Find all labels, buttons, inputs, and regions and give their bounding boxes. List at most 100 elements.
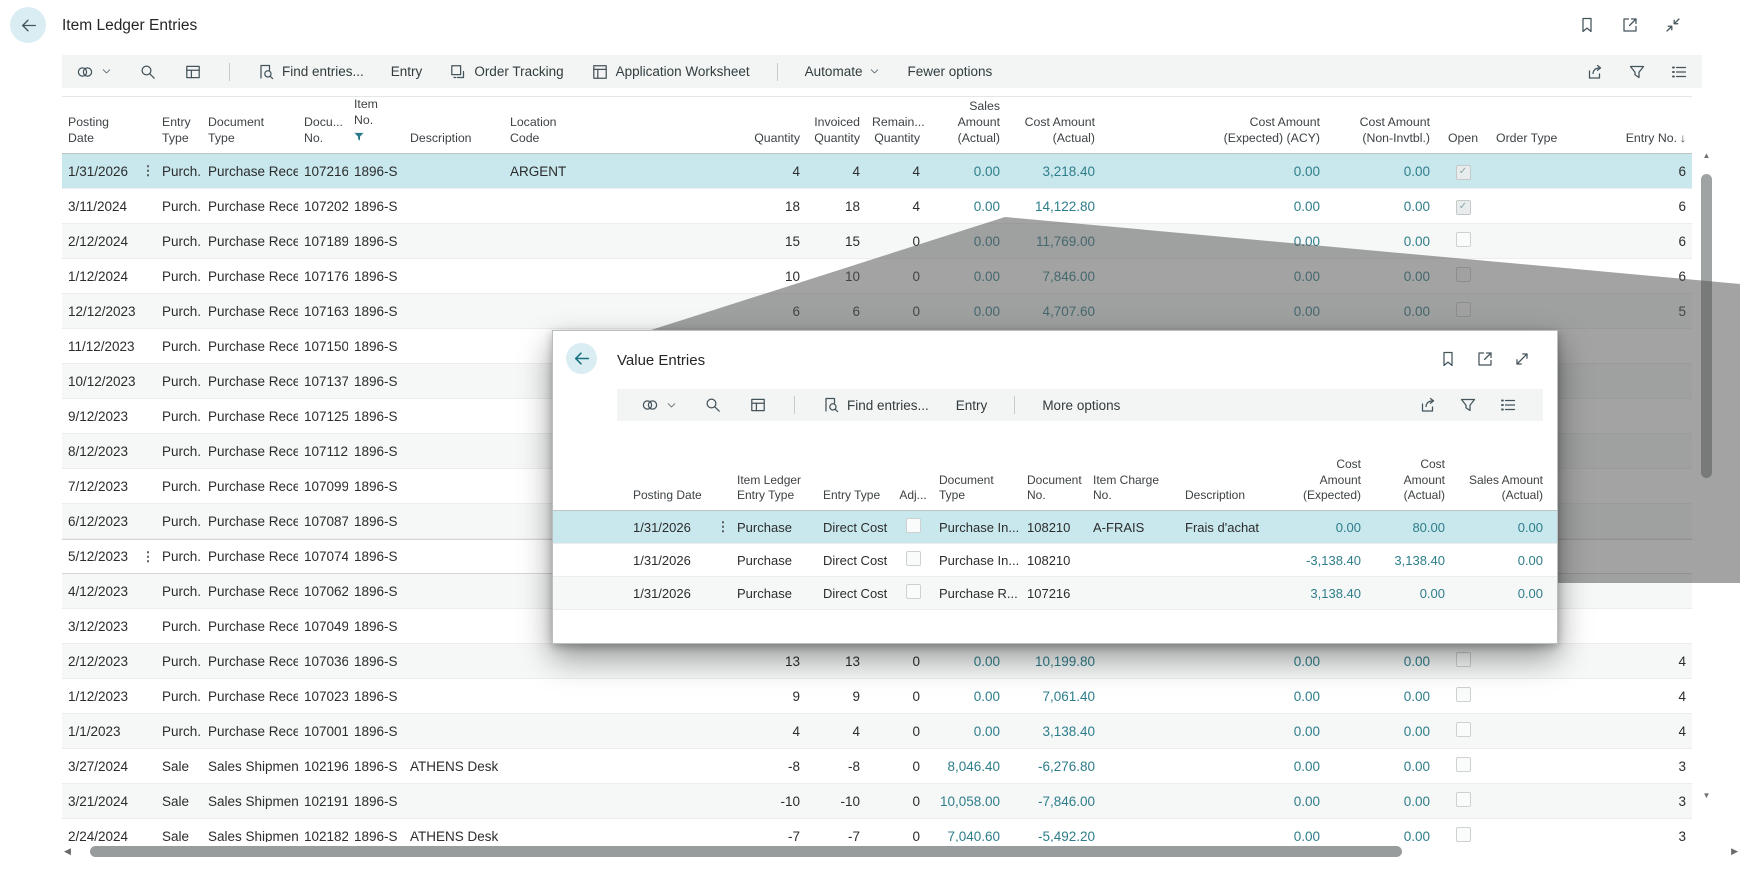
cell-cost-amount-non-invtbl[interactable]: 0.00 <box>1326 689 1436 704</box>
cell-entry-type[interactable]: Purch... <box>156 584 202 599</box>
application-worksheet-button[interactable]: Application Worksheet <box>591 63 750 81</box>
cell-remaining-quantity[interactable]: 0 <box>866 234 926 249</box>
cell-document-type[interactable]: Purchase Receipt <box>202 549 298 564</box>
cell-document-no[interactable]: 107137 <box>298 374 348 389</box>
open-in-new-window-icon[interactable] <box>1621 16 1639 34</box>
cell-cost-amount-non-invtbl[interactable]: 0.00 <box>1326 234 1436 249</box>
cell-entry-type[interactable]: Purch... <box>156 724 202 739</box>
cell-cost-amount-actual[interactable]: 7,061.40 <box>1006 689 1101 704</box>
cell-invoiced-quantity[interactable]: 13 <box>806 654 866 669</box>
cell-document-no[interactable]: 107216 <box>1021 586 1087 601</box>
cell-sales-amount-actual[interactable]: 0.00 <box>926 724 1006 739</box>
cell-document-no[interactable]: 107216 <box>298 164 348 179</box>
cell-description[interactable]: Frais d'achat <box>1179 520 1279 535</box>
column-header-invoiced-quantity[interactable]: Invoiced Quantity <box>814 115 860 146</box>
column-header-cost-amount-actual[interactable]: Cost Amount (Actual) <box>1024 115 1095 146</box>
cell-remaining-quantity[interactable]: 0 <box>866 654 926 669</box>
cell-item-no[interactable]: 1896-S <box>348 163 404 179</box>
cell-quantity[interactable]: 15 <box>580 234 806 249</box>
cell-document-no[interactable]: 107074 <box>298 549 348 564</box>
column-header-posting-date[interactable]: Posting Date <box>68 115 110 146</box>
cell-sales-amount-actual[interactable]: 0.00 <box>926 199 1006 214</box>
open-checkbox[interactable] <box>1455 722 1471 737</box>
cell-cost-amount-expected-acy[interactable]: 0.00 <box>1101 269 1326 284</box>
bookmark-icon[interactable] <box>1578 16 1596 34</box>
view-options-icon[interactable] <box>1499 396 1517 414</box>
cell-document-no[interactable]: 107202 <box>298 199 348 214</box>
cell-document-type[interactable]: Purchase R... <box>933 586 1021 601</box>
cell-cost-amount-expected-acy[interactable]: 0.00 <box>1101 199 1326 214</box>
cell-document-no[interactable]: 107176 <box>298 269 348 284</box>
cell-cost-amount-expected-acy[interactable]: 0.00 <box>1101 164 1326 179</box>
cell-document-type[interactable]: Purchase Receipt <box>202 234 298 249</box>
cell-item-no[interactable]: 1896-S <box>348 759 404 774</box>
cell-invoiced-quantity[interactable]: -7 <box>806 829 866 843</box>
cell-item-no[interactable]: 1896-S <box>348 269 404 284</box>
scroll-down-icon[interactable]: ▼ <box>1702 791 1711 800</box>
cell-document-no[interactable]: 107150 <box>298 339 348 354</box>
cell-entry-type[interactable]: Purch... <box>156 654 202 669</box>
table-row[interactable]: 2/24/2024 Sale Sales Shipment 102182 1896-S A… <box>62 819 1692 842</box>
cell-quantity[interactable]: 9 <box>580 689 806 704</box>
cell-cost-amount-expected[interactable]: 0.00 <box>1279 520 1367 535</box>
cell-sales-amount-actual[interactable]: 0.00 <box>926 689 1006 704</box>
cell-item-no[interactable]: 1896-S <box>348 619 404 634</box>
view-options-icon[interactable] <box>1670 63 1688 81</box>
cell-cost-amount-expected-acy[interactable]: 0.00 <box>1101 829 1326 843</box>
cell-posting-date[interactable]: 11/12/2023 <box>62 339 140 354</box>
cell-item-no[interactable]: 1896-S <box>348 654 404 669</box>
cell-entry-type[interactable]: Purch... <box>156 514 202 529</box>
cell-entry-type[interactable]: Purch... <box>156 269 202 284</box>
cell-quantity[interactable]: 4 <box>580 724 806 739</box>
open-checkbox[interactable] <box>1455 267 1471 282</box>
open-checkbox[interactable] <box>1455 687 1471 702</box>
cell-document-type[interactable]: Purchase Receipt <box>202 444 298 459</box>
cell-quantity[interactable]: -10 <box>580 794 806 809</box>
cell-cost-amount-actual[interactable]: -7,846.00 <box>1006 794 1101 809</box>
open-checkbox[interactable] <box>1455 792 1471 807</box>
open-in-new-window-icon[interactable] <box>1476 350 1494 368</box>
cell-document-type[interactable]: Sales Shipment <box>202 794 298 809</box>
adjustment-checkbox[interactable] <box>905 518 921 533</box>
cell-sales-amount-actual[interactable]: 0.00 <box>1451 586 1549 601</box>
related-menu-button[interactable] <box>641 396 677 414</box>
cell-document-type[interactable]: Purchase In... <box>933 520 1021 535</box>
cell-document-type[interactable]: Purchase Receipt <box>202 724 298 739</box>
dialog-back-button[interactable] <box>566 343 597 374</box>
cell-document-type[interactable]: Purchase Receipt <box>202 689 298 704</box>
order-tracking-button[interactable]: Order Tracking <box>449 63 564 81</box>
cell-item-no[interactable]: 1896-S <box>348 479 404 494</box>
cell-entry-no[interactable]: 4 <box>1590 724 1692 739</box>
cell-cost-amount-expected-acy[interactable]: 0.00 <box>1101 794 1326 809</box>
cell-remaining-quantity[interactable]: 0 <box>866 304 926 319</box>
column-header-entry-type[interactable]: Entry Type <box>823 488 881 503</box>
cell-cost-amount-actual[interactable]: -5,492.20 <box>1006 829 1101 843</box>
cell-item-no[interactable]: 1896-S <box>348 794 404 809</box>
cell-item-ledger-entry-type[interactable]: Purchase <box>731 553 817 568</box>
cell-item-no[interactable]: 1896-S <box>348 374 404 389</box>
cell-posting-date[interactable]: 1/31/2026 <box>627 553 715 568</box>
cell-entry-type[interactable]: Sale <box>156 794 202 809</box>
cell-invoiced-quantity[interactable]: 6 <box>806 304 866 319</box>
cell-entry-type[interactable]: Direct Cost <box>817 520 893 535</box>
cell-document-no[interactable]: 107049 <box>298 619 348 634</box>
cell-cost-amount-actual[interactable]: 14,122.80 <box>1006 199 1101 214</box>
cell-cost-amount-expected-acy[interactable]: 0.00 <box>1101 654 1326 669</box>
cell-item-no[interactable]: 1896-S <box>348 549 404 564</box>
cell-document-no[interactable]: 107163 <box>298 304 348 319</box>
column-header-item-ledger-entry-type[interactable]: Item Ledger Entry Type <box>737 472 802 503</box>
column-header-item-no[interactable]: Item No. <box>348 97 404 153</box>
cell-quantity[interactable]: -7 <box>580 829 806 843</box>
cell-sales-amount-actual[interactable]: 0.00 <box>926 234 1006 249</box>
cell-sales-amount-actual[interactable]: 0.00 <box>1451 553 1549 568</box>
cell-sales-amount-actual[interactable]: 0.00 <box>926 269 1006 284</box>
column-header-document-no[interactable]: Docu... No. <box>304 115 343 146</box>
open-checkbox[interactable] <box>1455 757 1471 772</box>
cell-document-no[interactable]: 107062 <box>298 584 348 599</box>
cell-posting-date[interactable]: 1/31/2026 <box>627 586 715 601</box>
cell-value[interactable]: 1896-S <box>354 549 398 564</box>
cell-value[interactable]: ARGENT <box>510 163 567 179</box>
cell-document-no[interactable]: 108210 <box>1021 553 1087 568</box>
cell-posting-date[interactable]: 2/24/2024 <box>62 829 140 843</box>
cell-sales-amount-actual[interactable]: 0.00 <box>926 304 1006 319</box>
